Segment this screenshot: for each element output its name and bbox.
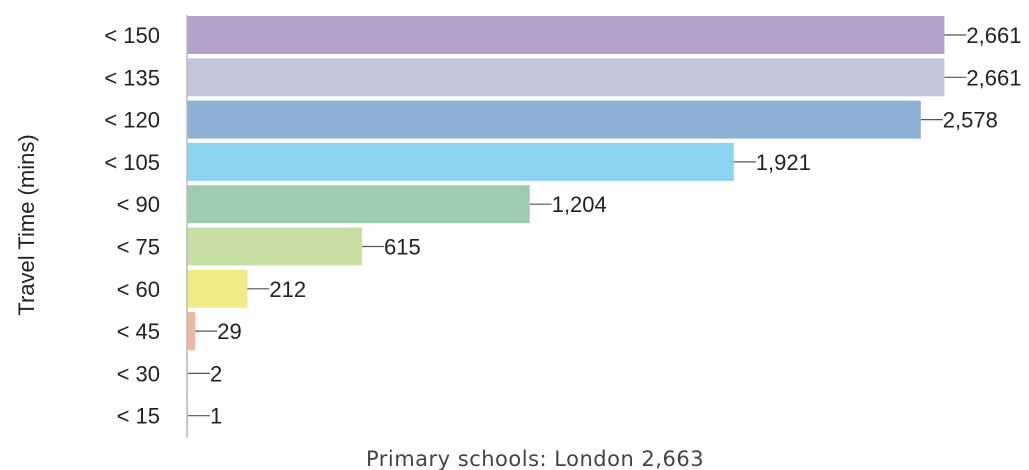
x-axis-title: Primary schools: London 2,663 bbox=[366, 447, 704, 470]
y-axis-title: Travel Time (mins) bbox=[14, 134, 39, 315]
category-label-8: < 30 bbox=[117, 361, 160, 386]
data-label-7: 29 bbox=[217, 319, 241, 344]
category-label-3: < 105 bbox=[104, 150, 160, 175]
category-label-0: < 150 bbox=[104, 23, 160, 48]
category-label-2: < 120 bbox=[104, 108, 160, 133]
category-label-6: < 60 bbox=[117, 277, 160, 302]
bars-layer: < 150 2,661 < 135 2,661 < 120 2,578 < 105 1,921… bbox=[104, 16, 1021, 435]
data-label-9: 1 bbox=[210, 404, 222, 429]
category-label-1: < 135 bbox=[104, 65, 160, 90]
category-label-5: < 75 bbox=[117, 235, 160, 260]
data-label-8: 2 bbox=[210, 361, 222, 386]
bar-3 bbox=[187, 142, 734, 181]
data-label-4: 1,204 bbox=[552, 192, 607, 217]
bar-1 bbox=[187, 58, 945, 97]
data-label-3: 1,921 bbox=[756, 150, 811, 175]
bar-7 bbox=[187, 312, 196, 351]
category-label-4: < 90 bbox=[117, 192, 160, 217]
bar-5 bbox=[187, 227, 363, 266]
bar-6 bbox=[187, 269, 248, 308]
category-label-7: < 45 bbox=[117, 319, 160, 344]
data-label-1: 2,661 bbox=[966, 65, 1021, 90]
data-label-6: 212 bbox=[269, 277, 306, 302]
data-label-0: 2,661 bbox=[966, 23, 1021, 48]
data-label-2: 2,578 bbox=[943, 108, 998, 133]
bar-4 bbox=[187, 185, 530, 224]
data-label-5: 615 bbox=[384, 235, 421, 260]
bar-0 bbox=[187, 16, 945, 54]
bar-2 bbox=[187, 100, 921, 139]
category-label-9: < 15 bbox=[117, 404, 160, 429]
